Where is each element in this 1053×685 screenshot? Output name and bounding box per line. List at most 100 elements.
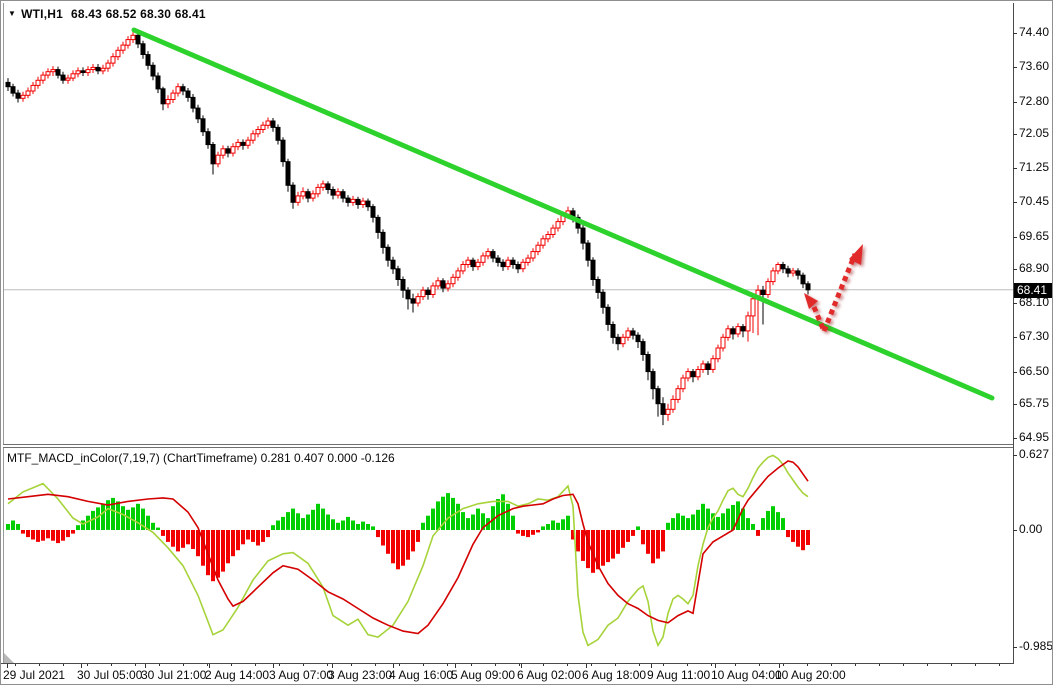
price-tick-label: 68.90 (1019, 261, 1050, 275)
price-tick-label: 69.65 (1019, 229, 1050, 243)
time-axis-minor-tick (567, 664, 568, 666)
time-axis-minor-tick (855, 664, 856, 666)
axis-tick (1013, 530, 1017, 531)
pane-left-border (3, 3, 4, 664)
time-axis-minor-tick (711, 664, 712, 666)
axis-tick (1013, 33, 1017, 34)
time-axis-tick (145, 664, 146, 668)
axis-tick (1013, 455, 1017, 456)
time-axis-border (1, 663, 1014, 664)
time-axis-minor-tick (255, 664, 256, 666)
axis-tick (1013, 372, 1017, 373)
time-tick-label: 2 Aug 14:00 (205, 668, 270, 682)
axis-tick (1013, 438, 1017, 439)
time-axis-minor-tick (135, 664, 136, 666)
time-axis-minor-tick (735, 664, 736, 666)
time-axis-minor-tick (663, 664, 664, 666)
axis-tick (1013, 404, 1017, 405)
time-axis-minor-tick (159, 664, 160, 666)
price-tick-label: 74.40 (1019, 25, 1050, 39)
axis-tick (1013, 102, 1017, 103)
time-axis-minor-tick (39, 664, 40, 666)
time-axis-minor-tick (375, 664, 376, 666)
time-axis[interactable]: 29 Jul 2021 30 Jul 05:00 30 Jul 21:00 2 Aug… (1, 664, 1052, 684)
time-axis-tick (715, 664, 716, 668)
time-tick-label: 3 Aug 07:00 (269, 668, 334, 682)
time-axis-minor-tick (63, 664, 64, 666)
time-tick-label: 9 Aug 11:00 (647, 668, 711, 682)
time-axis-minor-tick (327, 664, 328, 666)
time-axis-minor-tick (447, 664, 448, 666)
time-axis-minor-tick (279, 664, 280, 666)
symbol-dropdown-icon[interactable]: ▼ (8, 9, 17, 18)
time-axis-minor-tick (543, 664, 544, 666)
time-tick-label: 5 Aug 09:00 (451, 668, 516, 682)
time-axis-minor-tick (687, 664, 688, 666)
axis-tick (1013, 337, 1017, 338)
time-axis-tick (586, 664, 587, 668)
time-tick-label: 10 Aug 20:00 (775, 668, 846, 682)
time-axis-tick (521, 664, 522, 668)
current-price-badge: 68.41 (1014, 283, 1052, 298)
time-axis-minor-tick (783, 664, 784, 666)
macd-indicator-label: MTF_MACD_inColor(7,19,7) (ChartTimeframe… (7, 451, 395, 465)
symbol-period-label: WTI,H1 (21, 7, 63, 21)
axis-tick (1013, 269, 1017, 270)
time-axis-minor-tick (471, 664, 472, 666)
ohlc-values: 68.43 68.52 68.30 68.41 (71, 7, 206, 21)
time-axis-minor-tick (951, 664, 952, 666)
time-axis-minor-tick (519, 664, 520, 666)
price-tick-label: 72.05 (1019, 126, 1050, 140)
pane-resize-grip[interactable] (4, 653, 14, 663)
time-axis-minor-tick (351, 664, 352, 666)
projection-arrow (804, 244, 863, 332)
time-axis-minor-tick (207, 664, 208, 666)
time-axis-minor-tick (87, 664, 88, 666)
time-axis-tick (651, 664, 652, 668)
time-axis-minor-tick (759, 664, 760, 666)
time-axis-tick (81, 664, 82, 668)
macd-canvas[interactable] (3, 448, 1013, 663)
axis-tick (1013, 168, 1017, 169)
time-axis-minor-tick (111, 664, 112, 666)
time-axis-minor-tick (303, 664, 304, 666)
pane-divider[interactable] (3, 444, 1013, 448)
time-axis-minor-tick (639, 664, 640, 666)
time-axis-minor-tick (903, 664, 904, 666)
price-tick-label: 73.60 (1019, 59, 1050, 73)
time-axis-minor-tick (927, 664, 928, 666)
axis-tick (1013, 202, 1017, 203)
time-tick-label: 10 Aug 04:00 (711, 668, 782, 682)
time-axis-tick (455, 664, 456, 668)
time-tick-label: 6 Aug 18:00 (582, 668, 647, 682)
time-axis-minor-tick (831, 664, 832, 666)
axis-tick (1013, 134, 1017, 135)
chart-title-overlay: ▼ WTI,H1 68.43 68.52 68.30 68.41 (8, 7, 206, 21)
price-tick-label: 65.75 (1019, 396, 1050, 410)
price-tick-label: 64.95 (1019, 430, 1050, 444)
time-axis-minor-tick (423, 664, 424, 666)
time-axis-minor-tick (399, 664, 400, 666)
time-tick-label: 4 Aug 16:00 (389, 668, 454, 682)
time-axis-minor-tick (591, 664, 592, 666)
time-axis-minor-tick (879, 664, 880, 666)
price-tick-label: 72.80 (1019, 94, 1050, 108)
time-axis-minor-tick (231, 664, 232, 666)
signal-line (7, 460, 809, 635)
time-axis-tick (273, 664, 274, 668)
time-axis-tick (393, 664, 394, 668)
price-tick-label: 67.30 (1019, 329, 1050, 343)
price-axis-border (1013, 3, 1014, 664)
time-tick-label: 6 Aug 02:00 (517, 668, 582, 682)
time-axis-tick (7, 664, 8, 668)
main-chart-canvas[interactable] (3, 3, 1013, 444)
time-axis-minor-tick (183, 664, 184, 666)
price-tick-label: 68.10 (1019, 295, 1050, 309)
time-axis-minor-tick (615, 664, 616, 666)
time-tick-label: 30 Jul 05:00 (77, 668, 143, 682)
price-axis[interactable]: 74.40 73.60 72.80 72.05 71.25 70.45 69.65 68.90… (1013, 1, 1052, 684)
axis-tick (1013, 67, 1017, 68)
time-axis-minor-tick (975, 664, 976, 666)
price-tick-label: 70.45 (1019, 194, 1050, 208)
